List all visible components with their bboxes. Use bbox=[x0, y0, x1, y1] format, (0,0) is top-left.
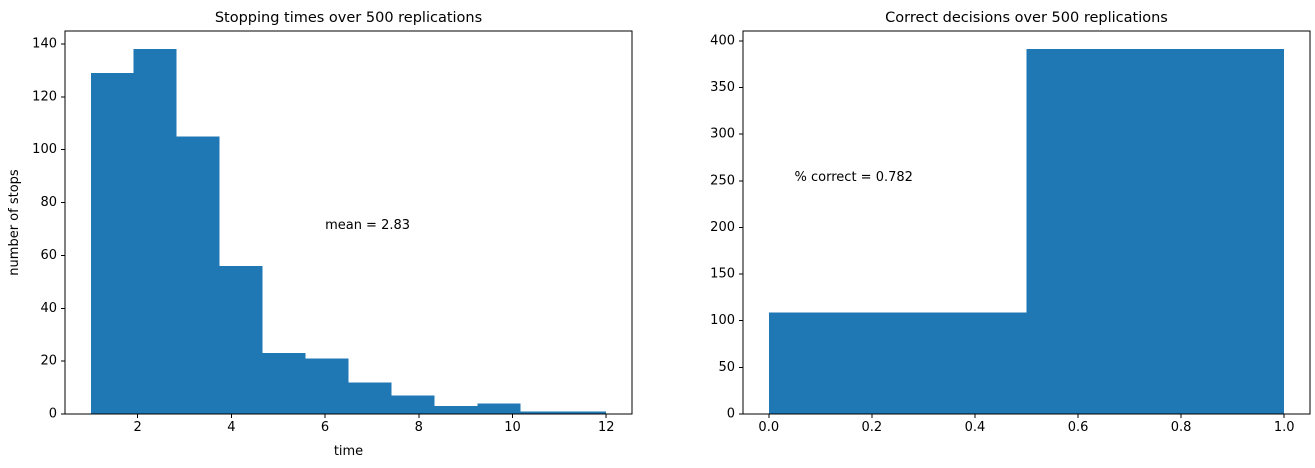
histogram-bar bbox=[434, 406, 478, 414]
x-tick-label: 8 bbox=[415, 420, 423, 435]
chart-title: Stopping times over 500 replications bbox=[215, 10, 482, 26]
axes-spines bbox=[64, 30, 633, 415]
x-tick-label: 0.6 bbox=[1068, 420, 1089, 435]
axes-spines bbox=[742, 30, 1311, 415]
x-tick-label: 2 bbox=[133, 420, 141, 435]
y-tick-label: 120 bbox=[32, 89, 57, 104]
x-tick-label: 10 bbox=[504, 420, 521, 435]
histogram-bar bbox=[305, 358, 349, 414]
y-tick-label: 40 bbox=[40, 301, 57, 316]
x-tick-label: 0.8 bbox=[1171, 420, 1192, 435]
histogram-bar bbox=[1026, 49, 1285, 415]
annotation-text: mean = 2.83 bbox=[325, 218, 410, 233]
y-tick-label: 200 bbox=[710, 220, 735, 235]
y-tick-label: 80 bbox=[40, 195, 57, 210]
y-tick-label: 250 bbox=[710, 173, 735, 188]
histogram-bar bbox=[90, 73, 134, 414]
y-tick-label: 0 bbox=[49, 407, 57, 422]
y-tick-label: 350 bbox=[710, 80, 735, 95]
y-tick-label: 20 bbox=[40, 354, 57, 369]
y-tick-label: 300 bbox=[710, 127, 735, 142]
y-tick-label: 150 bbox=[710, 267, 735, 282]
y-tick-label: 50 bbox=[718, 360, 735, 375]
x-tick-label: 6 bbox=[321, 420, 329, 435]
histogram-bar bbox=[348, 382, 392, 414]
y-tick-label: 100 bbox=[32, 142, 57, 157]
y-tick-label: 60 bbox=[40, 248, 57, 263]
x-axis-label: time bbox=[334, 444, 363, 459]
histogram-bar bbox=[563, 411, 607, 414]
x-tick-label: 0.0 bbox=[758, 420, 779, 435]
y-tick-label: 400 bbox=[710, 33, 735, 48]
y-tick-label: 140 bbox=[32, 36, 57, 51]
x-tick-label: 4 bbox=[227, 420, 235, 435]
x-tick-label: 12 bbox=[598, 420, 615, 435]
chart-title: Correct decisions over 500 replications bbox=[885, 10, 1168, 26]
x-tick-label: 0.4 bbox=[965, 420, 986, 435]
histogram-bar bbox=[768, 312, 1027, 414]
y-axis-label: number of stops bbox=[7, 169, 22, 276]
x-tick-label: 0.2 bbox=[862, 420, 883, 435]
annotation-text: % correct = 0.782 bbox=[795, 170, 913, 185]
histogram-bar bbox=[176, 136, 220, 414]
histogram-bar bbox=[133, 49, 177, 415]
x-tick-label: 1.0 bbox=[1274, 420, 1295, 435]
histogram-bar bbox=[520, 411, 564, 414]
histogram-bar bbox=[219, 265, 263, 414]
histogram-bar bbox=[262, 353, 306, 414]
histogram-bar bbox=[477, 403, 521, 414]
y-tick-label: 100 bbox=[710, 313, 735, 328]
histogram-bar bbox=[391, 395, 435, 414]
y-tick-label: 0 bbox=[727, 407, 735, 422]
